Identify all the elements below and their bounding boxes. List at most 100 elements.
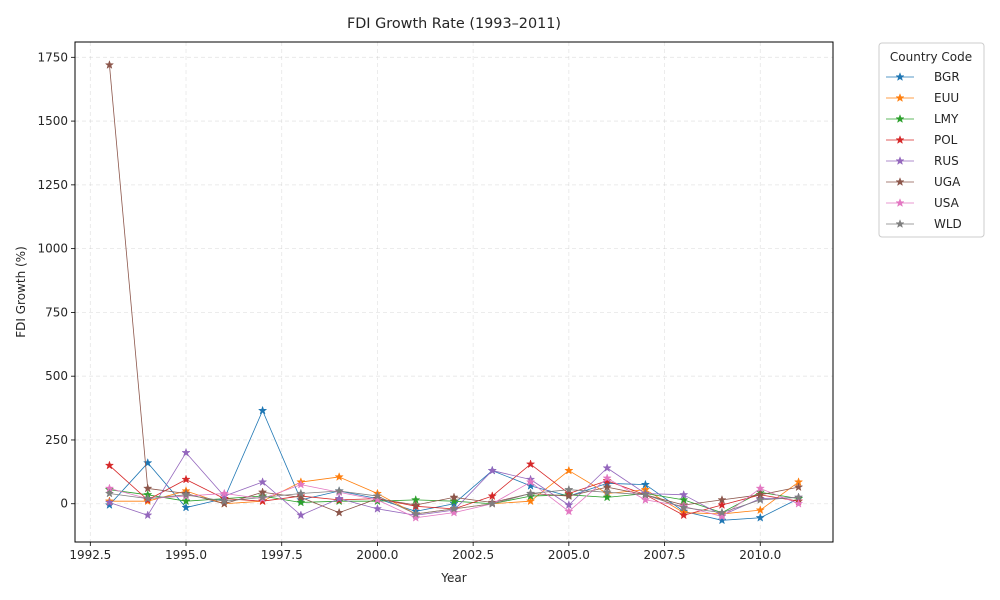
data-point <box>181 496 191 506</box>
data-point <box>755 505 765 515</box>
data-point <box>602 463 612 473</box>
series-wld <box>104 484 804 518</box>
data-point <box>487 498 497 508</box>
legend-label: USA <box>934 196 960 210</box>
data-point <box>219 496 230 506</box>
y-tick-label: 0 <box>60 497 68 511</box>
data-point <box>564 491 574 501</box>
legend-item-rus: RUS <box>886 154 959 168</box>
data-point <box>717 507 727 517</box>
data-point <box>678 510 689 520</box>
y-axis-title: FDI Growth (%) <box>14 246 28 338</box>
data-point <box>793 492 804 502</box>
chart-title: FDI Growth Rate (1993–2011) <box>347 16 561 32</box>
data-point <box>564 506 574 516</box>
data-point <box>449 503 459 513</box>
x-axis-title: Year <box>440 571 466 585</box>
legend-label: POL <box>934 133 958 147</box>
data-point <box>372 491 383 501</box>
series-line-uga <box>109 64 799 514</box>
y-tick-label: 1500 <box>37 114 68 128</box>
x-tick-label: 1997.5 <box>261 548 303 562</box>
data-point <box>219 488 230 498</box>
legend-item-uga: UGA <box>886 175 961 189</box>
data-point <box>181 502 191 512</box>
legend-marker <box>895 198 905 208</box>
data-point <box>143 483 153 493</box>
legend-item-wld: WLD <box>886 217 962 231</box>
data-point <box>525 496 536 506</box>
y-tick-label: 750 <box>45 305 68 319</box>
x-tick-label: 1992.5 <box>69 548 111 562</box>
y-tick-label: 1750 <box>37 50 68 64</box>
data-point <box>411 512 421 522</box>
data-point <box>334 472 344 481</box>
y-axis: 0 250 500 750 1000 1250 1500 1750 <box>37 50 75 511</box>
data-point <box>219 498 230 508</box>
data-point <box>602 492 612 502</box>
legend: Country Code BGR EUU LMY POL RUS UGA USA WLD <box>878 42 985 238</box>
legend-marker <box>895 135 905 145</box>
data-point <box>334 493 344 503</box>
data-point <box>487 465 497 475</box>
data-point <box>525 477 536 487</box>
y-tick-label: 250 <box>45 433 68 447</box>
legend-marker <box>895 93 905 103</box>
data-point <box>564 465 574 475</box>
legend-item-bgr: BGR <box>886 70 960 84</box>
data-point <box>181 474 191 484</box>
data-point <box>257 477 268 487</box>
data-point <box>104 488 115 498</box>
data-point <box>602 473 612 483</box>
data-point <box>564 484 574 494</box>
data-point <box>296 479 306 489</box>
legend-label: LMY <box>934 112 959 126</box>
x-tick-label: 2000.0 <box>356 548 398 562</box>
legend-item-euu: EUU <box>886 91 959 105</box>
data-point <box>755 512 765 522</box>
data-point <box>257 492 268 502</box>
data-point <box>717 511 727 521</box>
data-point <box>334 486 344 495</box>
x-tick-label: 2005.0 <box>548 548 590 562</box>
legend-label: RUS <box>934 154 959 168</box>
data-point <box>181 489 191 499</box>
data-point <box>449 492 459 502</box>
data-point <box>143 510 153 520</box>
data-point <box>143 457 153 467</box>
data-point <box>449 496 459 506</box>
data-point <box>143 493 153 503</box>
data-point <box>296 510 306 520</box>
data-point <box>411 500 421 510</box>
data-point <box>296 488 306 498</box>
plot-frame <box>74 41 834 543</box>
legend-marker <box>895 156 905 166</box>
data-point <box>793 482 804 492</box>
legend-title: Country Code <box>890 50 972 64</box>
data-point <box>411 508 421 518</box>
x-tick-label: 2010.0 <box>739 548 781 562</box>
x-tick-label: 2007.5 <box>644 548 686 562</box>
data-point <box>678 489 689 499</box>
data-point <box>793 498 804 508</box>
grid <box>75 42 833 542</box>
series-layer <box>104 60 804 525</box>
data-point <box>602 487 612 497</box>
legend-marker <box>895 114 905 124</box>
data-point <box>372 494 383 504</box>
data-point <box>104 497 115 507</box>
data-point <box>104 60 115 69</box>
data-point <box>525 488 536 498</box>
y-tick-label: 1250 <box>37 178 68 192</box>
data-point <box>717 500 727 510</box>
data-point <box>296 492 306 502</box>
data-point <box>372 503 383 513</box>
data-point <box>717 515 727 525</box>
x-axis: 1992.5 1995.0 1997.5 2000.0 2002.5 2005.0 2007… <box>69 542 781 562</box>
legend-item-usa: USA <box>886 196 960 210</box>
legend-marker <box>895 72 905 82</box>
data-point <box>755 483 765 493</box>
legend-item-pol: POL <box>886 133 958 147</box>
data-point <box>257 405 268 415</box>
